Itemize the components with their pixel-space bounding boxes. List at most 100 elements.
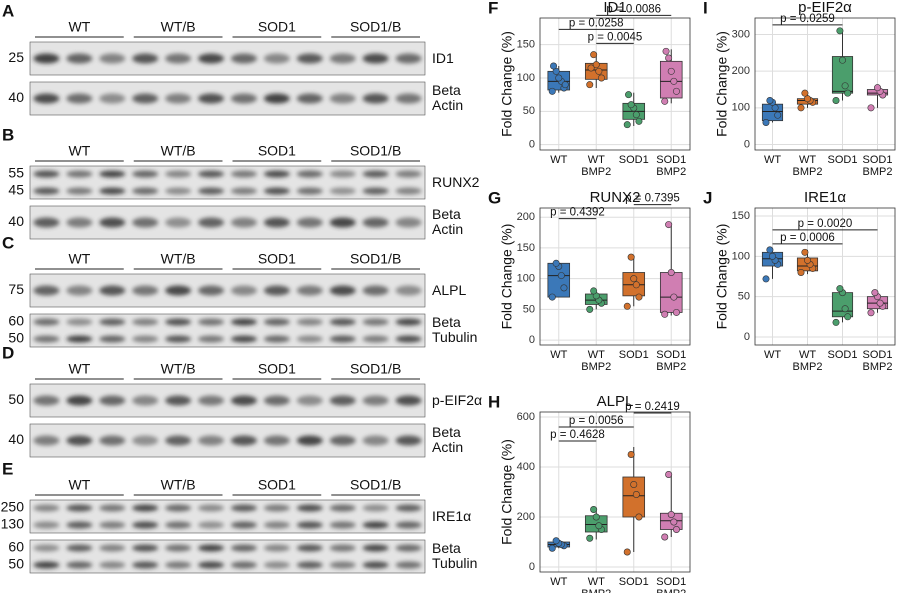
protein-label: ALPL <box>432 281 467 298</box>
y-tick-label: 300 <box>732 28 750 40</box>
group-label: WT <box>68 251 90 267</box>
blot-band <box>198 318 225 326</box>
blot-band <box>296 335 323 343</box>
blot-band <box>33 93 60 104</box>
data-point <box>592 513 600 521</box>
protein-label: ID1 <box>432 49 454 66</box>
y-tick-label: 50 <box>738 291 750 303</box>
blot-band <box>230 285 257 296</box>
blot-band <box>165 53 192 64</box>
blot-band <box>230 187 257 195</box>
data-point <box>635 293 643 301</box>
blot-band <box>99 544 126 552</box>
panel-letter: C <box>2 233 14 252</box>
blot-band <box>132 504 159 512</box>
blot-band <box>165 187 192 195</box>
blot-band <box>362 93 389 104</box>
blot-band <box>66 504 93 512</box>
blot-band <box>296 170 323 178</box>
blot-band <box>362 285 389 296</box>
data-point <box>841 82 849 90</box>
plot-frame <box>754 17 896 151</box>
blot-band <box>263 93 290 104</box>
blot-band <box>230 318 257 326</box>
blot-band <box>329 561 356 569</box>
y-axis-label: Fold Change (%) <box>714 31 730 137</box>
blot-band <box>198 544 225 552</box>
blot-band <box>33 53 60 64</box>
data-point <box>627 450 635 458</box>
panel-letter: E <box>2 459 13 478</box>
data-point <box>768 252 776 260</box>
blot-band <box>395 53 422 64</box>
group-label: SOD1/B <box>350 361 401 377</box>
group-label: SOD1 <box>258 477 296 493</box>
x-tick-label: WT BMP2 <box>792 154 823 179</box>
data-point <box>627 253 635 261</box>
y-tick-label: 50 <box>523 105 535 117</box>
blot-band <box>99 187 126 195</box>
blot-band <box>66 217 93 228</box>
data-point <box>670 518 678 526</box>
blot-band <box>230 435 257 446</box>
protein-label: Beta Tubulin <box>432 313 478 345</box>
y-tick-label: 100 <box>517 273 535 285</box>
blot-band <box>33 504 60 512</box>
blot-band <box>362 544 389 552</box>
blot-band <box>33 521 60 529</box>
data-point <box>797 268 805 276</box>
blot-band <box>395 395 422 406</box>
blot-band <box>132 335 159 343</box>
data-point <box>876 299 884 307</box>
data-point <box>774 111 782 119</box>
blot-band <box>296 504 323 512</box>
blot-band <box>33 318 60 326</box>
blot-band <box>99 217 126 228</box>
x-tick-label: SOD1 <box>618 154 649 166</box>
blot-band <box>263 561 290 569</box>
blot-band <box>329 285 356 296</box>
x-tick-label: SOD1 BMP2 <box>656 576 687 593</box>
blot-band <box>395 504 422 512</box>
blot-band <box>395 285 422 296</box>
data-point <box>561 81 569 89</box>
chart-title: RUNX2 <box>590 189 641 206</box>
blot-band <box>230 335 257 343</box>
data-point <box>587 64 595 72</box>
data-point <box>670 77 678 85</box>
blot-band <box>395 521 422 529</box>
blot-band <box>263 544 290 552</box>
y-axis-label: Fold Change (%) <box>499 439 515 545</box>
data-point <box>873 84 881 92</box>
blot-band <box>263 285 290 296</box>
data-point <box>590 51 598 59</box>
x-tick-label: SOD1 <box>618 349 649 361</box>
data-point <box>844 89 852 97</box>
blot-band <box>362 217 389 228</box>
data-point <box>766 246 774 254</box>
blot-band <box>362 561 389 569</box>
blot-band <box>395 187 422 195</box>
group-label: WT <box>68 143 90 159</box>
y-tick-label: 0 <box>744 138 750 150</box>
y-tick-label: 50 <box>523 303 535 315</box>
group-label: SOD1/B <box>350 477 401 493</box>
y-tick-label: 0 <box>529 561 535 573</box>
blot-band <box>66 187 93 195</box>
blot-band <box>33 170 60 178</box>
blot-band <box>33 187 60 195</box>
group-label: SOD1 <box>258 361 296 377</box>
blot-band <box>395 318 422 326</box>
blot-band <box>33 395 60 406</box>
x-tick-label: WT <box>550 576 568 588</box>
blot-band <box>230 93 257 104</box>
x-tick-label: SOD1 BMP2 <box>656 349 687 374</box>
data-point <box>672 87 680 95</box>
data-point <box>762 275 770 283</box>
plot-frame <box>539 207 691 346</box>
blot-band <box>165 504 192 512</box>
blot-band <box>132 544 159 552</box>
data-point <box>548 293 556 301</box>
x-tick-label: WT BMP2 <box>581 154 612 179</box>
blot-band <box>99 561 126 569</box>
